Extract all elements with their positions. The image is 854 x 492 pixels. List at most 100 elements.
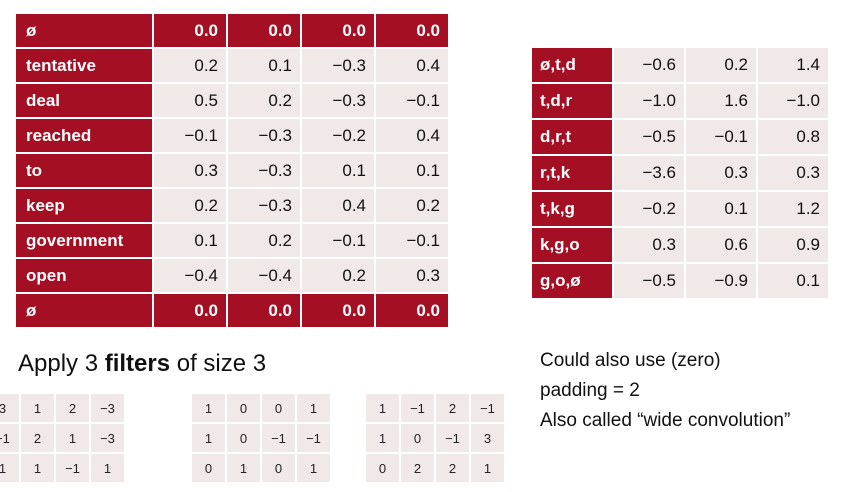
- filter-weight: −1: [401, 394, 434, 422]
- result-value: 0.8: [758, 120, 828, 154]
- filter-weight: 1: [56, 424, 89, 452]
- word-label: government: [16, 224, 152, 257]
- word-row: keep 0.2 −0.3 0.4 0.2: [16, 189, 448, 222]
- word-row: to 0.3 −0.3 0.1 0.1: [16, 154, 448, 187]
- word-row: reached −0.1 −0.3 −0.2 0.4: [16, 119, 448, 152]
- embedding-value: −0.3: [302, 49, 374, 82]
- filter-weight: 1: [366, 394, 399, 422]
- result-value: 0.3: [614, 228, 684, 262]
- embedding-table: ø 0.0 0.0 0.0 0.0 tentative 0.2 0.1 −0.3 0.4 deal 0…: [14, 12, 450, 329]
- embedding-value: −0.2: [302, 119, 374, 152]
- filter-weight: 0: [262, 394, 295, 422]
- embedding-value: 0.2: [228, 224, 300, 257]
- filter-weight: 2: [21, 424, 54, 452]
- embedding-value: 0.2: [154, 189, 226, 222]
- trigram-label: t,d,r: [532, 84, 612, 118]
- filter-weight: −3: [91, 424, 124, 452]
- filter-weight: −1: [297, 424, 330, 452]
- result-value: 1.6: [686, 84, 756, 118]
- result-value: −0.9: [686, 264, 756, 298]
- trigram-label: r,t,k: [532, 156, 612, 190]
- embedding-value: 0.4: [376, 119, 448, 152]
- embedding-value: 0.2: [376, 189, 448, 222]
- filter-weight: 1: [192, 424, 225, 452]
- filter-weight: 1: [297, 454, 330, 482]
- filter-row: 1 0 −1 3: [366, 424, 504, 452]
- filter-weight: 3: [471, 424, 504, 452]
- filter-row: 3 1 2 −3: [0, 394, 124, 422]
- caption-prefix: Apply 3: [18, 350, 105, 377]
- filter-weight: 1: [192, 394, 225, 422]
- embedding-value: −0.4: [228, 259, 300, 292]
- embedding-value: 0.0: [376, 14, 448, 47]
- filter-weight: −1: [471, 394, 504, 422]
- word-label: open: [16, 259, 152, 292]
- result-value: 0.1: [686, 192, 756, 226]
- filter-weight: 0: [227, 424, 260, 452]
- embedding-value: 0.1: [154, 224, 226, 257]
- embedding-value: 0.3: [376, 259, 448, 292]
- word-row: tentative 0.2 0.1 −0.3 0.4: [16, 49, 448, 82]
- word-row: government 0.1 0.2 −0.1 −0.1: [16, 224, 448, 257]
- filter-3: 1 −1 2 −1 1 0 −1 3 0 2 2 1: [364, 392, 506, 484]
- filter-weight: −1: [56, 454, 89, 482]
- note-line-3: Also called “wide convolution”: [540, 410, 791, 431]
- trigram-label: t,k,g: [532, 192, 612, 226]
- embedding-value: 0.1: [302, 154, 374, 187]
- filter-weight: 1: [0, 454, 19, 482]
- trigram-row: g,o,ø −0.5 −0.9 0.1: [532, 264, 828, 298]
- result-value: 0.6: [686, 228, 756, 262]
- embedding-value: −0.1: [154, 119, 226, 152]
- embedding-value: 0.0: [228, 14, 300, 47]
- result-value: −3.6: [614, 156, 684, 190]
- padding-row: ø 0.0 0.0 0.0 0.0: [16, 14, 448, 47]
- embedding-value: 0.0: [302, 14, 374, 47]
- word-row: open −0.4 −0.4 0.2 0.3: [16, 259, 448, 292]
- filter-row: 1 0 −1 −1: [192, 424, 330, 452]
- result-value: 1.4: [758, 48, 828, 82]
- trigram-row: k,g,o 0.3 0.6 0.9: [532, 228, 828, 262]
- embedding-value: 0.5: [154, 84, 226, 117]
- filter-weight: 2: [436, 394, 469, 422]
- trigram-label: d,r,t: [532, 120, 612, 154]
- padding-row: ø 0.0 0.0 0.0 0.0: [16, 294, 448, 327]
- word-label: to: [16, 154, 152, 187]
- filter-weight: 3: [0, 394, 19, 422]
- embedding-value: 0.4: [302, 189, 374, 222]
- filter-weight: 1: [297, 394, 330, 422]
- padding-note: Could also use (zero) padding = 2 Also c…: [540, 346, 790, 436]
- embedding-value: 0.2: [302, 259, 374, 292]
- embedding-value: −0.4: [154, 259, 226, 292]
- trigram-row: r,t,k −3.6 0.3 0.3: [532, 156, 828, 190]
- embedding-value: 0.4: [376, 49, 448, 82]
- embedding-value: −0.3: [302, 84, 374, 117]
- result-value: 0.3: [758, 156, 828, 190]
- word-label: tentative: [16, 49, 152, 82]
- embedding-value: −0.3: [228, 119, 300, 152]
- filter-weight: 0: [192, 454, 225, 482]
- embedding-value: 0.0: [302, 294, 374, 327]
- result-value: −1.0: [614, 84, 684, 118]
- caption-suffix: of size 3: [170, 350, 267, 377]
- trigram-row: t,k,g −0.2 0.1 1.2: [532, 192, 828, 226]
- filter-weight: 1: [91, 454, 124, 482]
- filter-weight: −1: [0, 424, 19, 452]
- filter-weight: 0: [227, 394, 260, 422]
- note-line-1: Could also use (zero): [540, 350, 721, 371]
- word-row: deal 0.5 0.2 −0.3 −0.1: [16, 84, 448, 117]
- result-value: 0.2: [686, 48, 756, 82]
- embedding-value: 0.0: [228, 294, 300, 327]
- filter-weight: 2: [401, 454, 434, 482]
- convolution-result-table: ø,t,d −0.6 0.2 1.4 t,d,r −1.0 1.6 −1.0 d,r,t −0.5…: [530, 46, 830, 300]
- apply-filters-caption: Apply 3 filters of size 3: [18, 350, 266, 378]
- filter-weight: −1: [436, 424, 469, 452]
- filter-weight: 0: [366, 454, 399, 482]
- filter-row: 1 1 −1 1: [0, 454, 124, 482]
- result-value: −0.2: [614, 192, 684, 226]
- embedding-value: 0.1: [228, 49, 300, 82]
- word-label: deal: [16, 84, 152, 117]
- word-label: ø: [16, 294, 152, 327]
- filter-2: 1 0 0 1 1 0 −1 −1 0 1 0 1: [190, 392, 332, 484]
